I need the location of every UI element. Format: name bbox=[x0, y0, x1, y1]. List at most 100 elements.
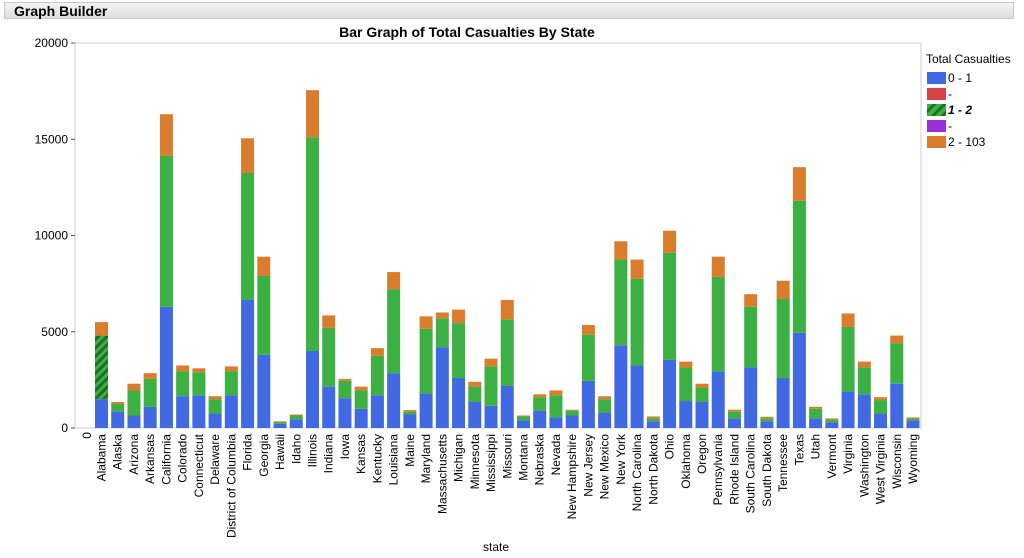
bar-segment-iowa-1 bbox=[338, 380, 352, 399]
x-tick-label: Massachusetts bbox=[435, 434, 449, 514]
bar-segment-utah-1 bbox=[809, 408, 823, 419]
bar-segment-georgia-1 bbox=[257, 275, 271, 355]
bar-segment-rhode-island-2 bbox=[727, 409, 741, 412]
legend-swatch bbox=[927, 104, 946, 116]
bar-segment-oregon-0 bbox=[695, 402, 709, 428]
x-tick-label: Iowa bbox=[338, 434, 352, 460]
bar-segment-oregon-1 bbox=[695, 387, 709, 403]
x-tick-label: Kentucky bbox=[370, 434, 384, 483]
bar-segment-idaho-1 bbox=[289, 415, 303, 420]
x-tick-label: Arkansas bbox=[143, 434, 157, 484]
bar-segment-massachusetts-0 bbox=[435, 347, 449, 428]
bar-segment-arkansas-2 bbox=[143, 373, 157, 379]
x-tick-label: Alabama bbox=[95, 434, 109, 482]
x-tick-label: Ohio bbox=[663, 434, 677, 460]
window-title: Graph Builder bbox=[14, 3, 108, 19]
x-tick-label: Michigan bbox=[452, 434, 466, 482]
x-tick-label: Mississippi bbox=[484, 434, 498, 492]
x-tick-label: Virginia bbox=[841, 434, 855, 474]
bar-segment-oklahoma-2 bbox=[679, 361, 693, 368]
bar-segment-south-carolina-2 bbox=[744, 294, 758, 307]
bar-segment-arizona-1 bbox=[127, 390, 141, 416]
bar-segment-kentucky-0 bbox=[370, 395, 384, 428]
bar-segment-florida-2 bbox=[241, 138, 255, 173]
x-tick-label: Connecticut bbox=[192, 433, 206, 497]
bar-segment-wyoming-1 bbox=[906, 418, 920, 421]
x-tick-label: Montana bbox=[516, 434, 530, 481]
bar-segment-minnesota-2 bbox=[468, 381, 482, 387]
x-tick-label: Oregon bbox=[695, 434, 709, 474]
y-tick-label: 5000 bbox=[41, 325, 68, 339]
bar-segment-delaware-0 bbox=[208, 413, 222, 428]
bar-segment-wyoming-2 bbox=[906, 417, 920, 419]
bar-segment-maine-0 bbox=[403, 414, 417, 428]
bar-segment-district-of-columbia-2 bbox=[224, 366, 238, 372]
legend-item-2-103[interactable]: 2 - 103 bbox=[926, 135, 1011, 150]
legend-item-1-2[interactable]: 1 - 2 bbox=[926, 103, 1011, 118]
legend-swatch bbox=[927, 88, 946, 100]
bar-segment-new-york-2 bbox=[614, 241, 628, 260]
bar-segment-kansas-0 bbox=[354, 408, 368, 428]
bar-segment-tennessee-1 bbox=[776, 299, 790, 378]
x-tick-label: Louisiana bbox=[387, 434, 401, 486]
bar-segment-district-of-columbia-1 bbox=[224, 371, 238, 396]
legend-label: 2 - 103 bbox=[948, 135, 986, 149]
bar-segment-wisconsin-2 bbox=[890, 335, 904, 344]
bar-segment-indiana-1 bbox=[322, 327, 336, 387]
legend-swatch bbox=[927, 136, 946, 148]
bar-segment-district-of-columbia-0 bbox=[224, 395, 238, 428]
bar-segment-florida-0 bbox=[241, 299, 255, 428]
bar-segment-connecticut-2 bbox=[192, 368, 206, 373]
x-axis: 0 Alabama Alaska Arizona Arkansas California C… bbox=[80, 432, 920, 538]
bar-segment-south-dakota-0 bbox=[760, 421, 774, 428]
bar-segment-north-carolina-1 bbox=[630, 278, 644, 366]
bar-segment-nevada-2 bbox=[549, 390, 563, 396]
bar-segment-colorado-2 bbox=[176, 365, 190, 372]
bar-segment-arkansas-0 bbox=[143, 406, 157, 428]
bar-segment-north-dakota-0 bbox=[646, 421, 660, 428]
bar-segment-virginia-1 bbox=[841, 326, 855, 392]
x-tick-label: Colorado bbox=[176, 434, 190, 483]
x-tick-label: Vermont bbox=[825, 433, 839, 478]
x-tick-label: Illinois bbox=[305, 434, 319, 467]
bar-segment-vermont-0 bbox=[825, 422, 839, 428]
legend-item-dash-1[interactable]: - bbox=[926, 87, 1011, 102]
bar-segment-indiana-2 bbox=[322, 315, 336, 328]
legend-item-dash-2[interactable]: - bbox=[926, 119, 1011, 134]
bar-segment-virginia-2 bbox=[841, 313, 855, 327]
x-tick-label: Wisconsin bbox=[890, 434, 904, 489]
bar-segment-arizona-2 bbox=[127, 383, 141, 391]
x-tick-label: North Dakota bbox=[646, 434, 660, 505]
bar-segment-utah-0 bbox=[809, 418, 823, 429]
bar-segment-hawaii-1 bbox=[273, 421, 287, 424]
x-tick-label: Indiana bbox=[322, 434, 336, 474]
bar-segment-alaska-1 bbox=[111, 403, 125, 412]
legend-item-0-1[interactable]: 0 - 1 bbox=[926, 71, 1011, 86]
bar-segment-delaware-1 bbox=[208, 399, 222, 414]
y-tick-label: 10000 bbox=[35, 229, 69, 243]
bar-segment-colorado-0 bbox=[176, 396, 190, 428]
bar-segment-florida-1 bbox=[241, 172, 255, 300]
x-tick-label: Arizona bbox=[127, 434, 141, 475]
bar-segment-new-hampshire-2 bbox=[565, 409, 579, 411]
bar-segment-georgia-2 bbox=[257, 256, 271, 276]
bar-segment-connecticut-1 bbox=[192, 372, 206, 396]
legend-label: 0 - 1 bbox=[948, 71, 973, 85]
legend-label: 1 - 2 bbox=[948, 103, 973, 117]
bar-segment-south-carolina-0 bbox=[744, 367, 758, 428]
bar-segment-mississippi-1 bbox=[484, 366, 498, 406]
bar-segment-new-mexico-1 bbox=[598, 399, 612, 413]
bar-segment-texas-1 bbox=[792, 200, 806, 333]
bar-segment-mississippi-2 bbox=[484, 358, 498, 367]
bar-segment-north-carolina-2 bbox=[630, 259, 644, 279]
x-tick-label: New York bbox=[614, 433, 628, 485]
chart-title: Bar Graph of Total Casualties By State bbox=[339, 24, 595, 40]
bar-segment-south-dakota-1 bbox=[760, 418, 774, 422]
bar-segment-oklahoma-0 bbox=[679, 401, 693, 428]
bar-segment-new-hampshire-0 bbox=[565, 415, 579, 428]
bar-segment-missouri-1 bbox=[500, 319, 514, 386]
bar-segment-louisiana-1 bbox=[387, 289, 401, 374]
y-tick-label: 20000 bbox=[35, 36, 69, 50]
bar-segment-minnesota-1 bbox=[468, 386, 482, 403]
